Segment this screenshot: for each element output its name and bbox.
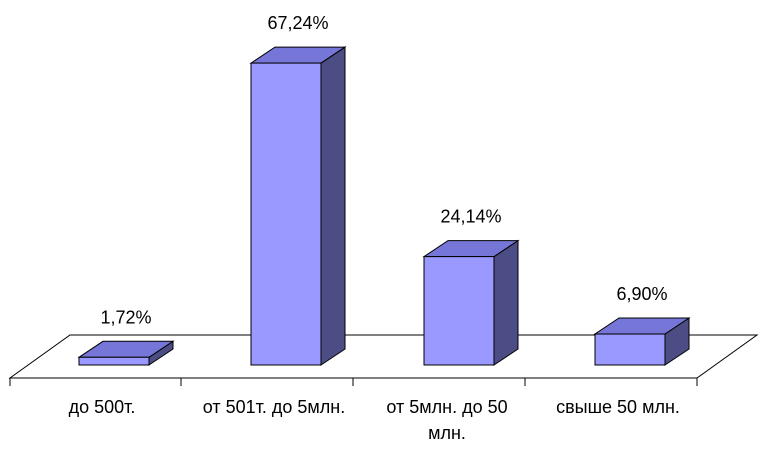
bar <box>423 256 495 366</box>
value-label: 1,72% <box>100 307 151 327</box>
value-label: 67,24% <box>267 13 328 33</box>
bar <box>594 333 666 366</box>
value-label: 6,90% <box>616 284 667 304</box>
bar-side <box>493 239 519 366</box>
x-tick-label: от 5млн. до 50 млн. <box>386 397 508 443</box>
x-tick-label: свыше 50 млн. <box>556 397 680 417</box>
x-tick-label: от 501т. до 5млн. <box>202 397 346 417</box>
bar <box>250 62 322 366</box>
x-tick-label: до 500т. <box>68 397 136 417</box>
bar <box>78 356 150 366</box>
floor <box>8 334 759 379</box>
bar-side <box>320 46 346 366</box>
value-label: 24,14% <box>440 207 501 227</box>
